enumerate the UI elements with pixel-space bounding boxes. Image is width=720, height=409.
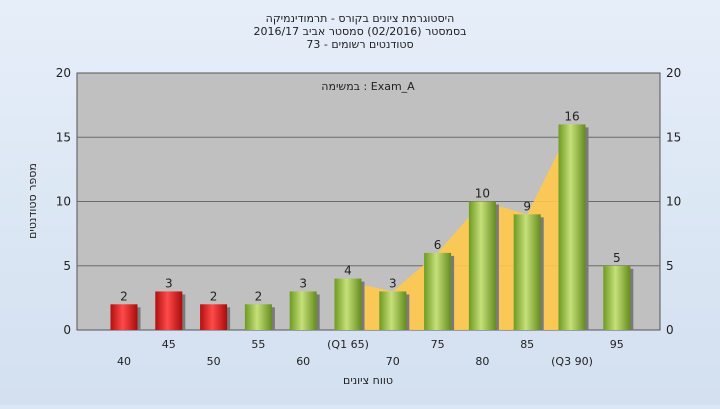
x-tick-label: 60: [296, 355, 310, 368]
chart-title-line-1: היסטוגרמת ציונים בקורס - תרמודינמיקה: [266, 12, 455, 25]
bar: [603, 265, 631, 330]
x-axis-ticks: 40 45 50 55 60 (Q1 65) 70 75 80 85 (Q3 90) 95: [117, 338, 624, 368]
bar-value-label: 5: [613, 251, 621, 265]
y-tick-label-right: 5: [666, 259, 674, 273]
bar-value-label: 2: [120, 289, 128, 303]
bar-value-label: 3: [389, 276, 397, 290]
bar-value-label: 10: [475, 187, 490, 201]
annotation-label: במשימה : Exam_A: [321, 80, 415, 93]
chart-title: היסטוגרמת ציונים בקורס - תרמודינמיקה בסמ…: [253, 12, 466, 51]
y-tick-label-right: 10: [666, 195, 681, 209]
x-tick-label: 45: [162, 338, 176, 351]
y-tick-label-right: 0: [666, 323, 674, 337]
bar-value-label: 9: [523, 199, 531, 213]
bar: [334, 278, 362, 330]
x-tick-label: 85: [520, 338, 534, 351]
y-tick-label-right: 15: [666, 130, 681, 144]
bar-value-label: 3: [165, 276, 173, 290]
bar-value-label: 6: [434, 238, 442, 252]
bar: [244, 304, 272, 330]
y-axis-label: מספר סטודנטים: [26, 163, 39, 239]
y-tick-label-right: 20: [666, 66, 681, 80]
bar: [379, 291, 407, 330]
y-tick-label-left: 10: [56, 195, 71, 209]
x-tick-label: (Q3 90): [551, 355, 593, 368]
chart-title-line-3: סטודנטים רשומים - 73: [306, 38, 413, 51]
bar-value-label: 4: [344, 264, 352, 278]
bar-value-label: 16: [564, 109, 579, 123]
x-tick-label: 55: [251, 338, 265, 351]
x-axis-label: טווח ציונים: [343, 374, 393, 387]
y-tick-label-left: 20: [56, 66, 71, 80]
x-tick-label: 40: [117, 355, 131, 368]
x-tick-label: (Q1 65): [327, 338, 369, 351]
y-tick-label-left: 0: [63, 323, 71, 337]
x-tick-label: 80: [475, 355, 489, 368]
bar: [200, 304, 228, 330]
bar-value-label: 2: [210, 289, 218, 303]
bar-value-label: 2: [255, 289, 263, 303]
bar: [513, 214, 541, 330]
x-tick-label: 95: [610, 338, 624, 351]
bar: [155, 291, 183, 330]
y-axis-right-ticks: 0 5 10 15 20: [666, 66, 681, 337]
value-labels: 2 3 2 2 3 4 3 6 10 9 16 5: [120, 109, 620, 303]
bar-value-label: 3: [299, 276, 307, 290]
bars: [110, 124, 634, 331]
bar: [468, 201, 496, 330]
y-axis-left-ticks: 0 5 10 15 20: [56, 66, 71, 337]
bar: [424, 252, 452, 330]
bar: [110, 304, 138, 330]
y-tick-label-left: 15: [56, 130, 71, 144]
x-tick-label: 75: [431, 338, 445, 351]
bar: [558, 124, 586, 331]
x-tick-label: 50: [207, 355, 221, 368]
chart-title-line-2: בסמסטר (02/2016) סמסטר אביב 2016/17: [253, 25, 466, 38]
y-tick-label-left: 5: [63, 259, 71, 273]
x-tick-label: 70: [386, 355, 400, 368]
bar: [289, 291, 317, 330]
